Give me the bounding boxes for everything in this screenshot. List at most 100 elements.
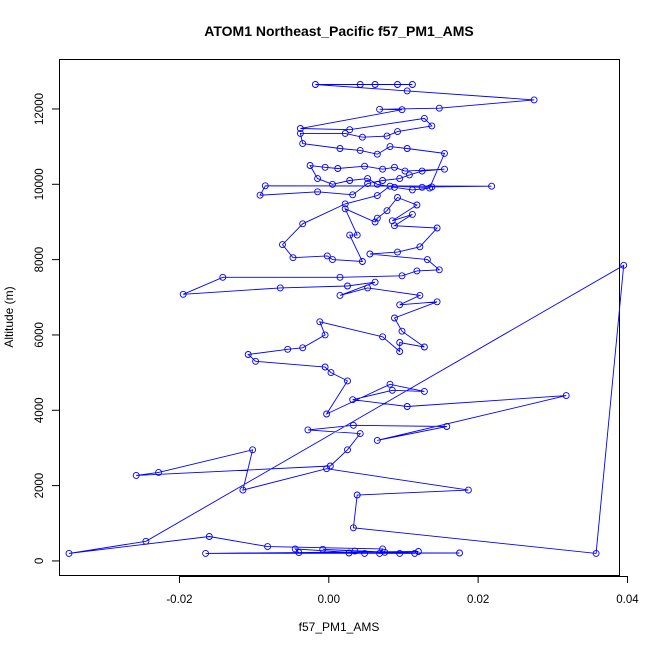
data-point: [423, 256, 431, 264]
data-point: [346, 231, 354, 239]
data-point: [420, 114, 428, 122]
data-point: [341, 129, 349, 137]
data-point: [349, 524, 357, 532]
data-point: [319, 545, 327, 553]
data-point: [386, 143, 394, 151]
data-point: [401, 167, 409, 175]
data-point: [65, 549, 73, 557]
y-tick-label: 6000: [34, 322, 46, 348]
data-point: [366, 250, 374, 258]
data-point: [396, 348, 404, 355]
data-point: [264, 543, 272, 551]
data-point: [336, 273, 344, 281]
data-point: [379, 333, 387, 341]
data-point: [403, 403, 411, 410]
data-point: [252, 357, 260, 365]
data-point: [386, 380, 394, 388]
data-point: [349, 191, 357, 199]
data-point: [373, 180, 381, 188]
data-point: [329, 256, 336, 264]
data-point: [391, 163, 398, 171]
data-point: [418, 167, 426, 175]
data-point: [426, 184, 434, 192]
data-point: [530, 96, 538, 104]
data-point: [443, 423, 451, 430]
data-point: [383, 132, 391, 140]
y-axis: 0 2000 4000 6000 8000 10000 12000: [34, 93, 60, 564]
data-point: [341, 205, 349, 213]
data-point: [299, 220, 307, 228]
y-tick-label: 0: [34, 558, 46, 564]
data-point: [396, 339, 404, 346]
data-point: [276, 284, 284, 292]
data-point: [381, 548, 389, 556]
series-line: [68, 84, 625, 554]
data-point: [361, 162, 369, 170]
data-point: [244, 351, 252, 358]
y-tick-label: 4000: [34, 398, 46, 424]
data-point: [329, 180, 336, 188]
data-point: [394, 248, 401, 256]
data-point: [391, 314, 398, 322]
data-point: [353, 231, 361, 239]
data-point: [334, 165, 342, 172]
data-point: [327, 369, 335, 377]
data-point: [256, 191, 264, 199]
data-point: [435, 266, 443, 274]
data-point: [405, 171, 413, 179]
data-point: [336, 145, 344, 152]
data-point: [295, 549, 303, 557]
data-point: [371, 81, 379, 88]
data-point: [344, 377, 351, 385]
data-point: [349, 396, 357, 404]
data-point: [371, 218, 379, 226]
data-point: [341, 200, 349, 208]
data-point: [284, 345, 292, 353]
data-point: [299, 140, 307, 148]
data-point: [336, 291, 344, 299]
data-point: [205, 533, 213, 540]
data-point: [155, 468, 163, 476]
data-point: [358, 133, 366, 141]
data-point: [351, 547, 359, 555]
data-point: [249, 446, 257, 454]
data-point: [344, 446, 351, 454]
data-point: [394, 194, 401, 201]
data-point: [296, 129, 304, 137]
data-point: [420, 343, 428, 351]
data-point: [306, 162, 314, 169]
data-point: [403, 145, 411, 152]
data-point: [388, 217, 396, 225]
data-point: [386, 182, 394, 190]
data-point: [291, 545, 299, 553]
data-point: [358, 258, 366, 265]
y-tick-label: 10000: [34, 168, 46, 200]
data-point: [344, 282, 351, 290]
data-point: [403, 87, 411, 95]
data-point: [416, 243, 424, 251]
data-point: [398, 106, 406, 114]
data-point: [376, 105, 384, 113]
data-point: [304, 426, 312, 434]
data-point: [299, 344, 307, 352]
data-point: [353, 491, 361, 499]
data-point: [418, 183, 426, 191]
plot-frame: [59, 59, 620, 576]
data-point: [202, 549, 210, 557]
data-point: [345, 549, 353, 557]
x-axis-title: f57_PM1_AMS: [299, 620, 380, 634]
x-tick-label: 0.02: [467, 594, 489, 606]
data-point: [321, 163, 329, 171]
data-point: [373, 214, 381, 222]
data-point: [394, 128, 401, 136]
data-point: [592, 549, 600, 557]
data-point: [413, 267, 421, 275]
data-point: [132, 471, 140, 479]
y-tick-label: 8000: [34, 247, 46, 273]
data-point: [383, 207, 391, 215]
data-point: [433, 298, 441, 306]
data-point: [441, 149, 448, 157]
data-point: [379, 545, 387, 553]
data-point: [416, 291, 424, 299]
